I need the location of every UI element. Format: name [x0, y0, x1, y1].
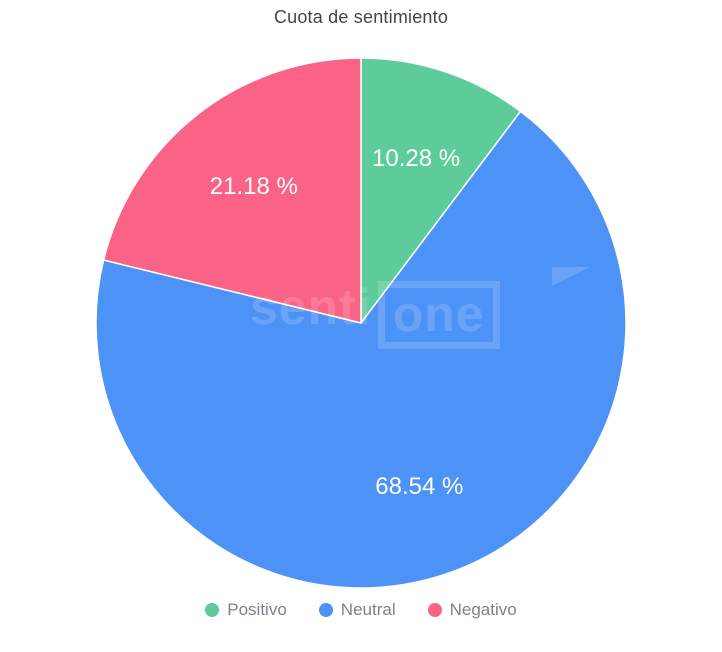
- legend-label-neutral: Neutral: [340, 600, 396, 619]
- legend-label-negativo: Negativo: [449, 600, 517, 619]
- pie-slice-label-positivo: 10.28 %: [372, 145, 460, 172]
- pie-slice-neutral[interactable]: [95, 110, 627, 589]
- legend-marker-negativo-icon: [427, 603, 442, 617]
- legend-item-neutral[interactable]: Neutral: [318, 600, 396, 620]
- legend-marker-positivo-icon: [205, 603, 220, 617]
- legend-marker-neutral-icon: [318, 603, 333, 617]
- legend-item-positivo[interactable]: Positivo: [205, 600, 287, 620]
- legend: Positivo Neutral Negativo: [0, 600, 722, 620]
- legend-label-positivo: Positivo: [227, 600, 287, 619]
- legend-item-negativo[interactable]: Negativo: [427, 600, 517, 620]
- pie-slice-negativo[interactable]: [102, 57, 362, 324]
- pie-slice-label-neutral: 68.54 %: [375, 473, 463, 500]
- pie-slice-label-negativo: 21.18 %: [210, 173, 298, 200]
- chart-title: Cuota de sentimiento: [273, 7, 449, 27]
- pie-slice-positivo[interactable]: [360, 57, 522, 324]
